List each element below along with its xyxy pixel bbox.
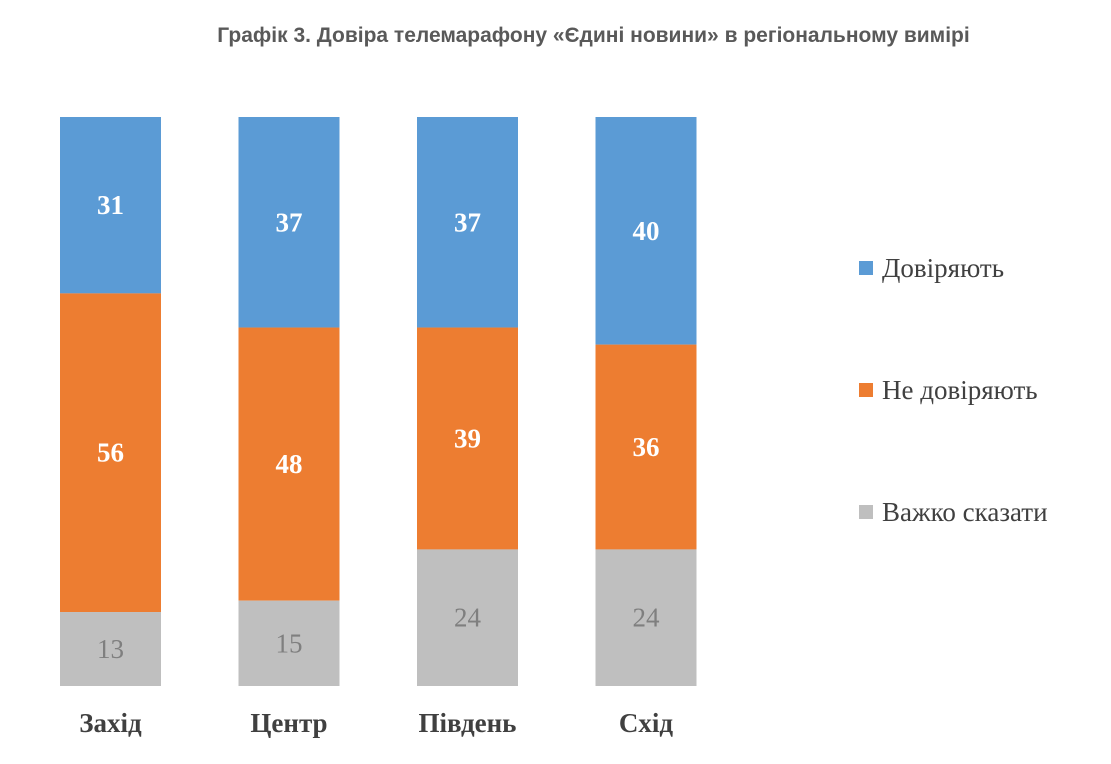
legend-label-2: Не довіряють: [882, 375, 1038, 405]
data-label-4-series-2: 36: [633, 432, 660, 462]
legend-label-3: Важко сказати: [882, 497, 1048, 527]
data-label-2-series-3: 15: [276, 628, 303, 658]
bar-segment-2-series-3: [238, 600, 340, 686]
bar-segment-1-series-1: [60, 117, 161, 294]
category-label-1: Захід: [79, 708, 142, 738]
data-label-4-series-3: 24: [633, 603, 661, 633]
chart-title: Графік 3. Довіра телемарафону «Єдині нов…: [217, 24, 970, 47]
data-label-1-series-1: 31: [97, 190, 124, 220]
category-label-3: Південь: [419, 708, 517, 738]
data-label-1-series-3: 13: [97, 634, 124, 664]
data-label-3-series-1: 37: [454, 207, 481, 237]
legend-swatch-2: [859, 383, 873, 397]
bar-segment-4-series-2: [595, 344, 697, 550]
bar-segment-1-series-3: [60, 612, 161, 686]
data-label-1-series-2: 56: [97, 438, 124, 468]
category-labels: Захід Центр Південь Схід: [79, 708, 673, 738]
bar-segment-4-series-1: [595, 117, 697, 345]
legend-label-1: Довіряють: [882, 253, 1004, 283]
bar-segment-3-series-2: [417, 327, 518, 550]
data-label-2-series-1: 37: [276, 207, 303, 237]
legend-swatch-1: [859, 261, 873, 275]
category-label-4: Схід: [619, 708, 674, 738]
category-label-2: Центр: [250, 708, 327, 738]
bars-group: 31 56 13 37 48 15 37 39 24 40 36 24: [60, 117, 697, 686]
data-label-3-series-2: 39: [454, 423, 481, 453]
bar-segment-3-series-1: [417, 117, 518, 328]
bar-segment-3-series-3: [417, 549, 518, 686]
bar-segment-4-series-3: [595, 549, 697, 686]
data-label-4-series-1: 40: [633, 216, 660, 246]
legend-swatch-3: [859, 505, 873, 519]
bar-segment-2-series-1: [238, 117, 340, 328]
bar-segment-2-series-2: [238, 327, 340, 601]
data-label-3-series-3: 24: [454, 603, 482, 633]
legend: Довіряють Не довіряють Важко сказати: [859, 253, 1048, 527]
bar-segment-1-series-2: [60, 293, 161, 613]
data-label-2-series-2: 48: [276, 449, 303, 479]
